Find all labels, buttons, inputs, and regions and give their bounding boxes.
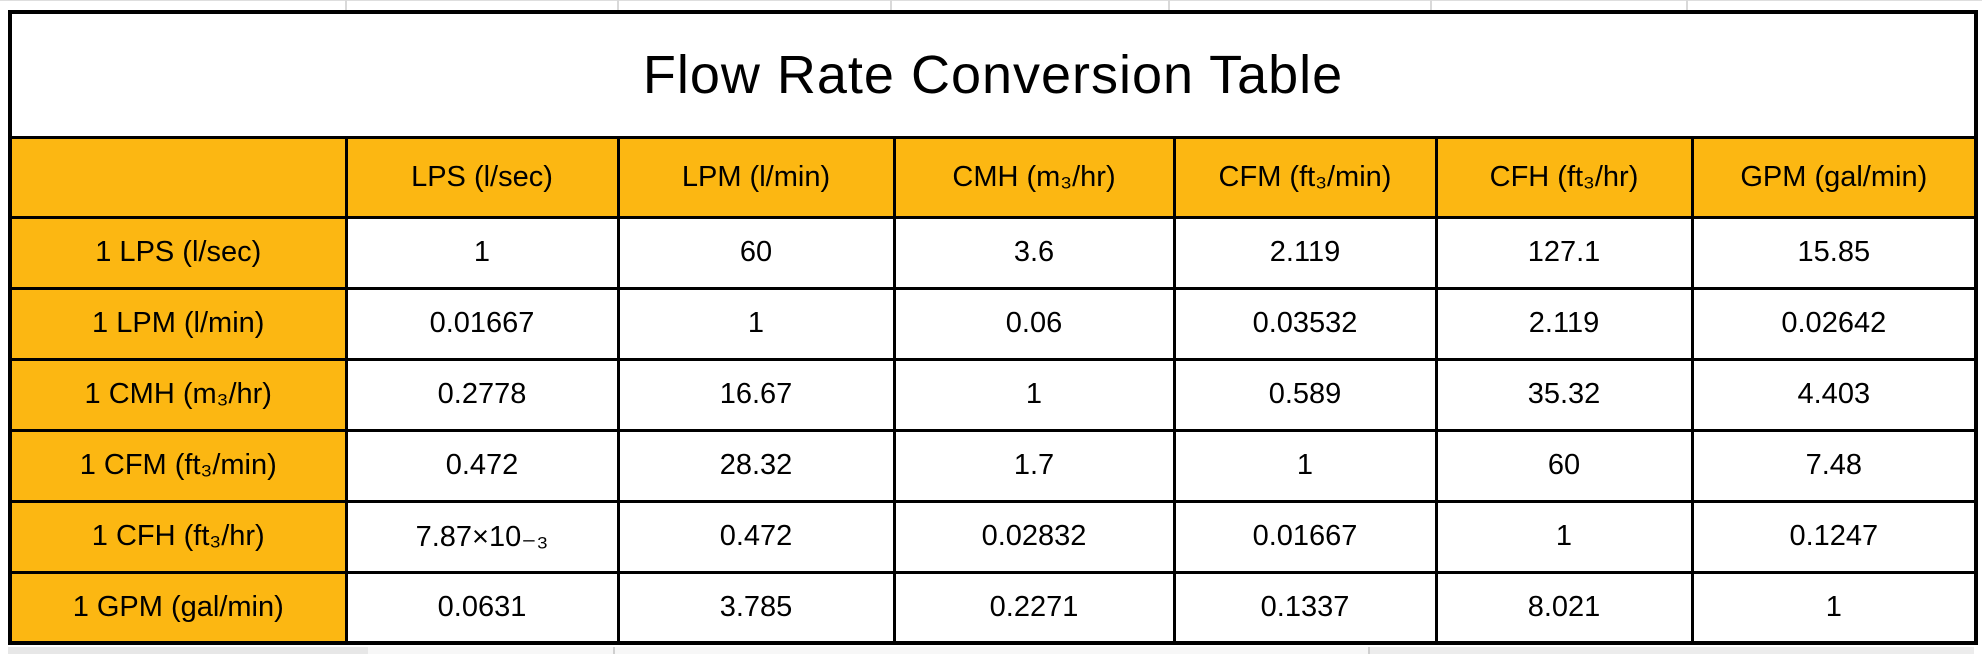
value-cell: 2.119	[1434, 286, 1694, 361]
row-header-cfm: 1 CFM (ft₃/min)	[8, 428, 348, 503]
value-cell: 60	[1434, 428, 1694, 503]
value-cell: 0.472	[616, 499, 896, 574]
row-header-gpm: 1 GPM (gal/min)	[8, 570, 348, 645]
value-cell: 35.32	[1434, 357, 1694, 432]
table-row-cmh: 1 CMH (m₃/hr) 0.2778 16.67 1 0.589 35.32…	[8, 357, 1978, 432]
table-row-cfh: 1 CFH (ft₃/hr) 7.87×10₋₃ 0.472 0.02832 0…	[8, 499, 1978, 574]
col-header-cmh: CMH (m₃/hr)	[892, 135, 1176, 219]
value-cell: 4.403	[1690, 357, 1978, 432]
title-row: Flow Rate Conversion Table	[8, 10, 1978, 139]
value-cell: 28.32	[616, 428, 896, 503]
value-cell: 1	[1172, 428, 1438, 503]
gridline-tick	[617, 0, 619, 10]
value-cell: 1	[344, 215, 620, 290]
spreadsheet-gridlines-bottom	[8, 647, 1974, 654]
value-cell: 0.02642	[1690, 286, 1978, 361]
value-cell: 0.0631	[344, 570, 620, 645]
gridline-tick	[1368, 647, 1370, 654]
col-header-gpm: GPM (gal/min)	[1690, 135, 1978, 219]
row-header-lps: 1 LPS (l/sec)	[8, 215, 348, 290]
value-cell: 0.03532	[1172, 286, 1438, 361]
row-header-lpm: 1 LPM (l/min)	[8, 286, 348, 361]
value-cell: 2.119	[1172, 215, 1438, 290]
value-cell: 0.2271	[892, 570, 1176, 645]
page-title: Flow Rate Conversion Table	[8, 10, 1978, 139]
value-cell: 3.785	[616, 570, 896, 645]
row-header-cfh: 1 CFH (ft₃/hr)	[8, 499, 348, 574]
column-header-row: LPS (l/sec) LPM (l/min) CMH (m₃/hr) CFM …	[8, 135, 1978, 219]
gridline-tick	[1686, 0, 1688, 10]
value-cell: 8.021	[1434, 570, 1694, 645]
value-cell: 0.589	[1172, 357, 1438, 432]
value-cell: 0.01667	[1172, 499, 1438, 574]
table-row-gpm: 1 GPM (gal/min) 0.0631 3.785 0.2271 0.13…	[8, 570, 1978, 645]
corner-cell	[8, 135, 348, 219]
value-cell: 0.1247	[1690, 499, 1978, 574]
table-row-cfm: 1 CFM (ft₃/min) 0.472 28.32 1.7 1 60 7.4…	[8, 428, 1978, 503]
table-row-lpm: 1 LPM (l/min) 0.01667 1 0.06 0.03532 2.1…	[8, 286, 1978, 361]
gridline-tick	[890, 0, 892, 10]
value-cell: 0.01667	[344, 286, 620, 361]
value-cell: 0.2778	[344, 357, 620, 432]
value-cell: 1	[1690, 570, 1978, 645]
value-cell: 127.1	[1434, 215, 1694, 290]
col-header-lpm: LPM (l/min)	[616, 135, 896, 219]
gridline-tick	[1168, 0, 1170, 10]
gridline-tick	[1430, 0, 1432, 10]
col-header-cfh: CFH (ft₃/hr)	[1434, 135, 1694, 219]
value-cell: 1	[1434, 499, 1694, 574]
value-cell: 7.48	[1690, 428, 1978, 503]
value-cell: 0.06	[892, 286, 1176, 361]
value-cell: 1	[616, 286, 896, 361]
col-header-cfm: CFM (ft₃/min)	[1172, 135, 1438, 219]
value-cell: 0.472	[344, 428, 620, 503]
gridline-tick	[613, 647, 615, 654]
value-cell: 1	[892, 357, 1176, 432]
spreadsheet-gridlines-top	[0, 0, 1982, 10]
row-header-cmh: 1 CMH (m₃/hr)	[8, 357, 348, 432]
value-cell: 15.85	[1690, 215, 1978, 290]
value-cell: 0.1337	[1172, 570, 1438, 645]
value-cell: 7.87×10₋₃	[344, 499, 620, 574]
value-cell: 3.6	[892, 215, 1176, 290]
gridline-tick	[345, 0, 347, 10]
conversion-table: Flow Rate Conversion Table LPS (l/sec) L…	[8, 10, 1979, 645]
top-hairline	[0, 0, 1982, 1]
value-cell: 16.67	[616, 357, 896, 432]
value-cell: 0.02832	[892, 499, 1176, 574]
col-header-lps: LPS (l/sec)	[344, 135, 620, 219]
value-cell: 60	[616, 215, 896, 290]
table-row-lps: 1 LPS (l/sec) 1 60 3.6 2.119 127.1 15.85	[8, 215, 1978, 290]
value-cell: 1.7	[892, 428, 1176, 503]
